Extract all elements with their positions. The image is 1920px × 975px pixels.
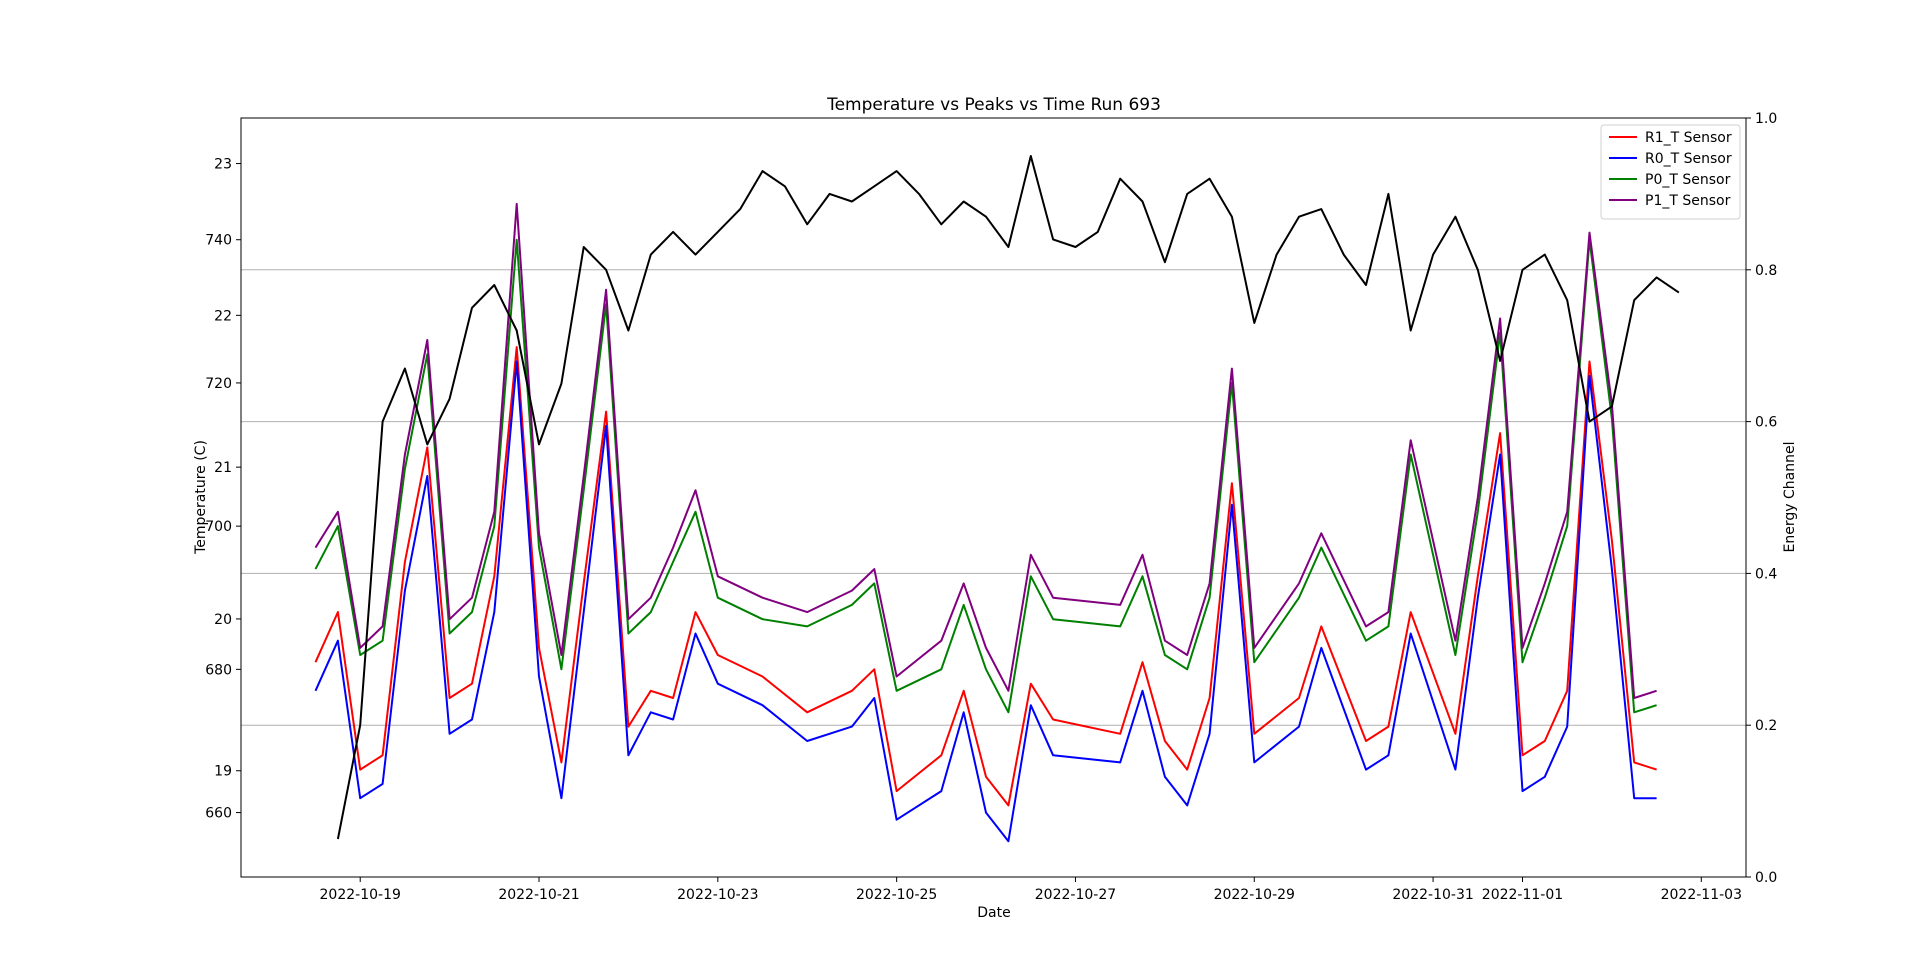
x-tick-label: 2022-10-31 bbox=[1392, 887, 1473, 903]
plot-frame bbox=[240, 117, 1747, 878]
right-tick-label: 0.4 bbox=[1755, 566, 1777, 582]
x-tick-label: 2022-11-03 bbox=[1661, 887, 1742, 903]
x-tick-label: 2022-10-27 bbox=[1035, 887, 1116, 903]
x-tick-label: 2022-11-01 bbox=[1482, 887, 1563, 903]
left-tick-label-secondary: 21 bbox=[214, 460, 232, 476]
left-tick-label: 720 bbox=[205, 376, 232, 392]
y-axis-label-right: Energy Channel bbox=[1782, 442, 1798, 553]
left-tick-label-secondary: 22 bbox=[214, 308, 232, 324]
x-tick-label: 2022-10-23 bbox=[677, 887, 758, 903]
right-tick-label: 0.2 bbox=[1755, 718, 1777, 734]
x-tick-label: 2022-10-19 bbox=[320, 887, 401, 903]
left-tick-label-secondary: 19 bbox=[214, 764, 232, 780]
left-tick-label: 680 bbox=[205, 662, 232, 678]
x-tick-label: 2022-10-25 bbox=[856, 887, 937, 903]
x-tick-label: 2022-10-21 bbox=[498, 887, 579, 903]
left-tick-label: 740 bbox=[205, 233, 232, 249]
left-tick-label-secondary: 23 bbox=[214, 157, 232, 173]
legend: R1_T Sensor R0_T Sensor P0_T Sensor P1_T Se… bbox=[1600, 124, 1741, 220]
x-axis-label: Date bbox=[977, 905, 1010, 921]
right-tick-label: 0.0 bbox=[1755, 870, 1777, 886]
series-line-r0-t-sensor bbox=[314, 360, 1657, 843]
chart-title: Temperature vs Peaks vs Time Run 693 bbox=[826, 95, 1161, 115]
left-axis: 660 680 700 720 740 19 20 21 22 23 bbox=[205, 157, 241, 822]
right-tick-label: 0.6 bbox=[1755, 415, 1777, 431]
series-line-r1-t-sensor bbox=[314, 346, 1657, 807]
y-axis-label-left: Temperature (C) bbox=[193, 440, 209, 555]
right-tick-label: 1.0 bbox=[1755, 111, 1777, 127]
left-tick-label-secondary: 20 bbox=[214, 612, 232, 628]
left-tick-label: 660 bbox=[205, 806, 232, 822]
grid bbox=[241, 269, 1746, 726]
series-line-p1-t-sensor bbox=[314, 202, 1657, 699]
legend-label: R1_T Sensor bbox=[1645, 130, 1732, 146]
series-line-energy bbox=[336, 155, 1680, 840]
left-tick-label: 700 bbox=[205, 519, 232, 535]
right-tick-label: 0.8 bbox=[1755, 263, 1777, 279]
right-axis: 0.0 0.2 0.4 0.6 0.8 1.0 bbox=[1746, 111, 1777, 886]
legend-label: P1_T Sensor bbox=[1645, 193, 1731, 209]
x-axis: 2022-10-19 2022-10-21 2022-10-23 2022-10-25… bbox=[320, 877, 1742, 903]
series-line-p0-t-sensor bbox=[314, 238, 1657, 714]
x-tick-label: 2022-10-29 bbox=[1214, 887, 1295, 903]
series-layer bbox=[314, 155, 1680, 843]
legend-box bbox=[1600, 124, 1741, 220]
legend-label: R0_T Sensor bbox=[1645, 151, 1732, 167]
legend-label: P0_T Sensor bbox=[1645, 172, 1731, 188]
